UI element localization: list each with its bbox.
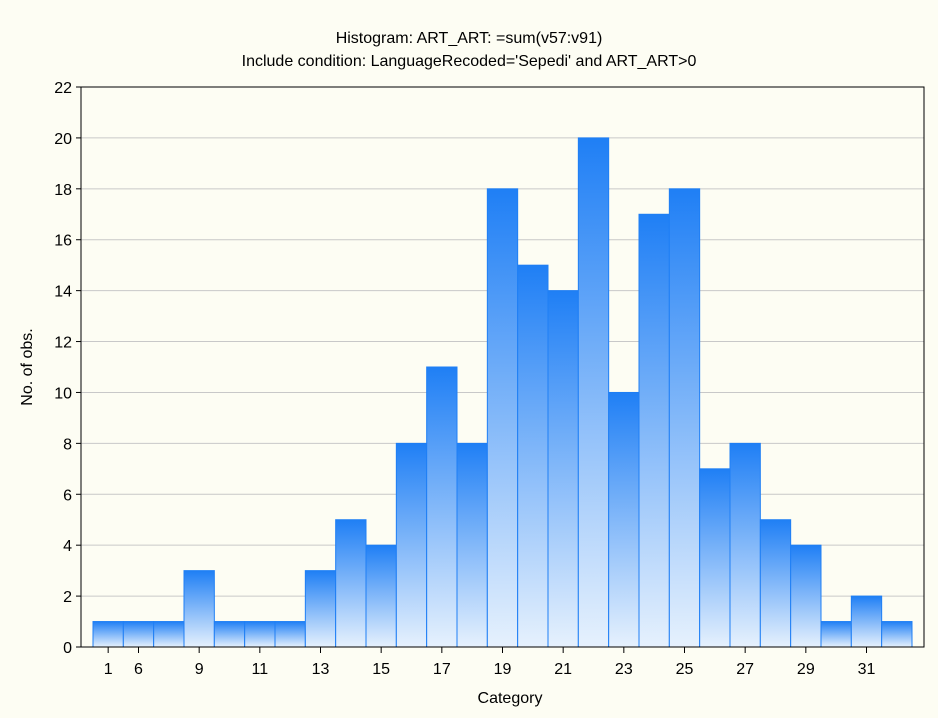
y-tick-label: 2 (63, 589, 72, 606)
histogram-bar (395, 442, 428, 648)
x-tick-label: 23 (615, 661, 633, 678)
x-tick-label: 11 (252, 661, 269, 678)
x-tick-label: 19 (494, 661, 512, 678)
histogram-bar (699, 468, 731, 648)
histogram-bar (213, 621, 246, 648)
histogram-bar (335, 519, 367, 648)
chart-title: Histogram: ART_ART: =sum(v57:v91) (336, 30, 603, 47)
histogram-bar (820, 621, 852, 648)
x-tick-label: 1 (104, 661, 113, 678)
y-tick-label: 22 (54, 80, 72, 97)
x-tick-label: 29 (797, 661, 815, 678)
histogram-bar (122, 621, 155, 648)
histogram-bar (456, 442, 488, 648)
histogram-bar (153, 621, 185, 648)
y-tick-label: 8 (63, 436, 72, 453)
y-tick-label: 18 (54, 182, 72, 199)
x-tick-label: 27 (736, 661, 754, 678)
x-tick-label: 13 (312, 661, 330, 678)
y-tick-label: 16 (54, 233, 72, 250)
histogram-bar (790, 544, 822, 648)
chart-subtitle: Include condition: LanguageRecoded='Sepe… (242, 53, 697, 70)
histogram-bar (517, 264, 549, 648)
x-axis-label: Category (478, 690, 543, 707)
histogram-bar (759, 519, 792, 648)
histogram-bar (365, 544, 397, 648)
histogram-bar (668, 188, 701, 648)
histogram-bar (274, 621, 306, 648)
histogram-bar (638, 213, 670, 648)
histogram-bar (547, 290, 579, 648)
x-tick-label: 31 (858, 661, 876, 678)
x-tick-label: 21 (554, 661, 572, 678)
histogram-bar (426, 366, 458, 648)
histogram-bar (577, 137, 610, 648)
x-axis-ticks: 1 6 9 11 13 15 17 19 21 23 25 27 29 31 (104, 647, 876, 678)
y-axis-ticks: 0 2 4 6 8 10 12 14 16 18 20 22 (54, 80, 81, 657)
x-tick-label: 15 (372, 661, 390, 678)
histogram-bar (729, 442, 761, 648)
x-tick-label: 25 (676, 661, 694, 678)
histogram-bar (244, 621, 276, 648)
y-tick-label: 4 (63, 538, 72, 555)
x-tick-label: 9 (195, 661, 204, 678)
x-tick-label: 17 (433, 661, 451, 678)
y-tick-label: 20 (54, 131, 72, 148)
histogram-bar (183, 570, 215, 648)
histogram-bar (850, 595, 883, 648)
x-tick-label: 6 (134, 661, 143, 678)
histogram-bar (881, 621, 913, 648)
histogram-bar (304, 570, 337, 648)
bars (92, 137, 913, 648)
histogram-bar (92, 621, 124, 648)
histogram-bar (608, 391, 640, 648)
y-tick-label: 12 (54, 335, 72, 352)
y-axis-label: No. of obs. (19, 328, 36, 405)
y-tick-label: 0 (63, 640, 72, 657)
y-tick-label: 6 (63, 487, 72, 504)
y-tick-label: 14 (54, 284, 72, 301)
histogram-bar (486, 188, 519, 648)
y-tick-label: 10 (54, 385, 72, 402)
